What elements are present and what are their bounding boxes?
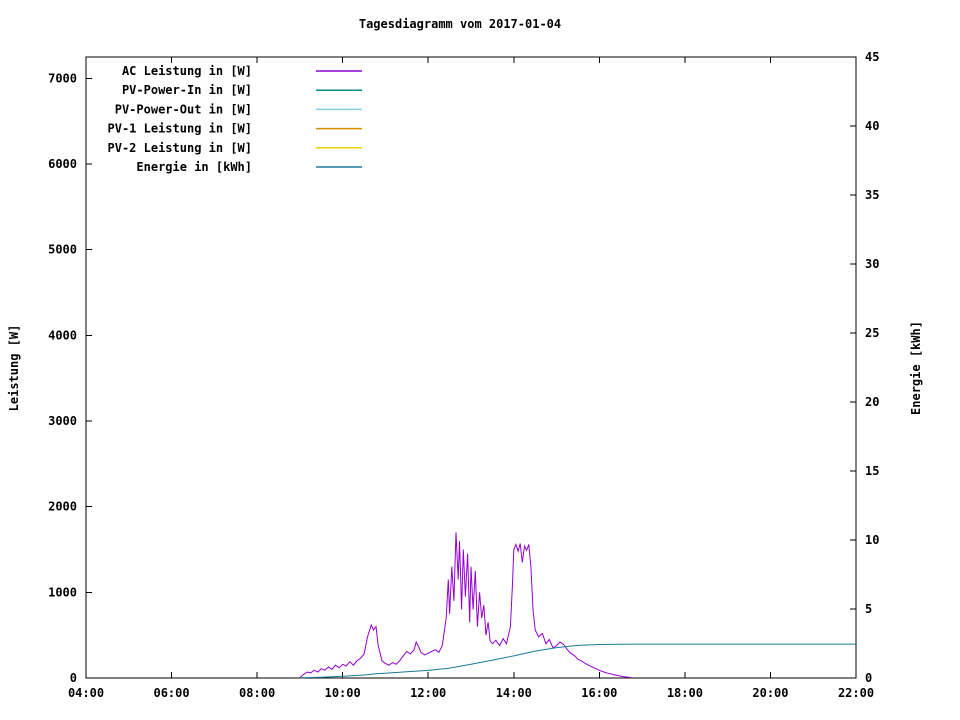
left-y-tick-label: 5000: [48, 243, 77, 257]
legend-label: PV-Power-In in [W]: [122, 83, 252, 97]
right-y-tick-label: 25: [865, 326, 879, 340]
left-y-tick-label: 6000: [48, 157, 77, 171]
x-tick-label: 16:00: [581, 686, 617, 700]
right-y-tick-label: 20: [865, 395, 879, 409]
x-tick-label: 20:00: [752, 686, 788, 700]
legend-label: PV-Power-Out in [W]: [115, 102, 252, 116]
right-y-tick-label: 30: [865, 257, 879, 271]
legend-item: Energie in [kWh]: [136, 160, 362, 174]
legend-item: PV-Power-In in [W]: [122, 83, 362, 97]
plot-border: [85, 56, 857, 679]
left-y-tick-label: 4000: [48, 328, 77, 342]
left-axis-title: Leistung [W]: [7, 325, 21, 412]
x-tick-label: 14:00: [496, 686, 532, 700]
x-tick-label: 08:00: [239, 686, 275, 700]
x-tick-label: 10:00: [325, 686, 361, 700]
series-ac-leistung-in-w: [299, 532, 632, 679]
left-y-tick-label: 2000: [48, 500, 77, 514]
legend-label: PV-1 Leistung in [W]: [108, 122, 253, 136]
chart-title: Tagesdiagramm vom 2017-01-04: [359, 17, 561, 31]
right-y-tick-label: 0: [865, 671, 872, 685]
legend-label: Energie in [kWh]: [136, 160, 252, 174]
legend-item: PV-2 Leistung in [W]: [108, 141, 362, 155]
series-energie-in-kwh: [299, 643, 856, 679]
x-tick-label: 18:00: [667, 686, 703, 700]
left-y-tick-label: 3000: [48, 414, 77, 428]
x-tick-label: 22:00: [838, 686, 874, 700]
legend-layer: AC Leistung in [W] PV-Power-In in [W] PV-P…: [108, 64, 362, 174]
x-tick-label: 06:00: [153, 686, 189, 700]
legend-label: PV-2 Leistung in [W]: [108, 141, 253, 155]
left-y-tick-label: 7000: [48, 71, 77, 85]
right-y-tick-label: 10: [865, 533, 879, 547]
legend-label: AC Leistung in [W]: [122, 64, 252, 78]
x-tick-label: 12:00: [410, 686, 446, 700]
x-tick-label: 04:00: [68, 686, 104, 700]
right-y-tick-label: 45: [865, 50, 879, 64]
left-y-tick-label: 1000: [48, 585, 77, 599]
legend-item: PV-Power-Out in [W]: [115, 102, 362, 116]
series-layer: [299, 532, 856, 679]
right-y-tick-label: 15: [865, 464, 879, 478]
axes-layer: 04:00 06:00 08:00 10:00 12:00 14:00 16:00 18:00…: [48, 50, 879, 700]
legend-item: PV-1 Leistung in [W]: [108, 122, 362, 136]
right-axis-title: Energie [kWh]: [909, 321, 923, 415]
left-y-tick-label: 0: [70, 671, 77, 685]
right-y-tick-label: 5: [865, 602, 872, 616]
legend-item: AC Leistung in [W]: [122, 64, 362, 78]
right-y-tick-label: 40: [865, 119, 879, 133]
right-y-tick-label: 35: [865, 188, 879, 202]
